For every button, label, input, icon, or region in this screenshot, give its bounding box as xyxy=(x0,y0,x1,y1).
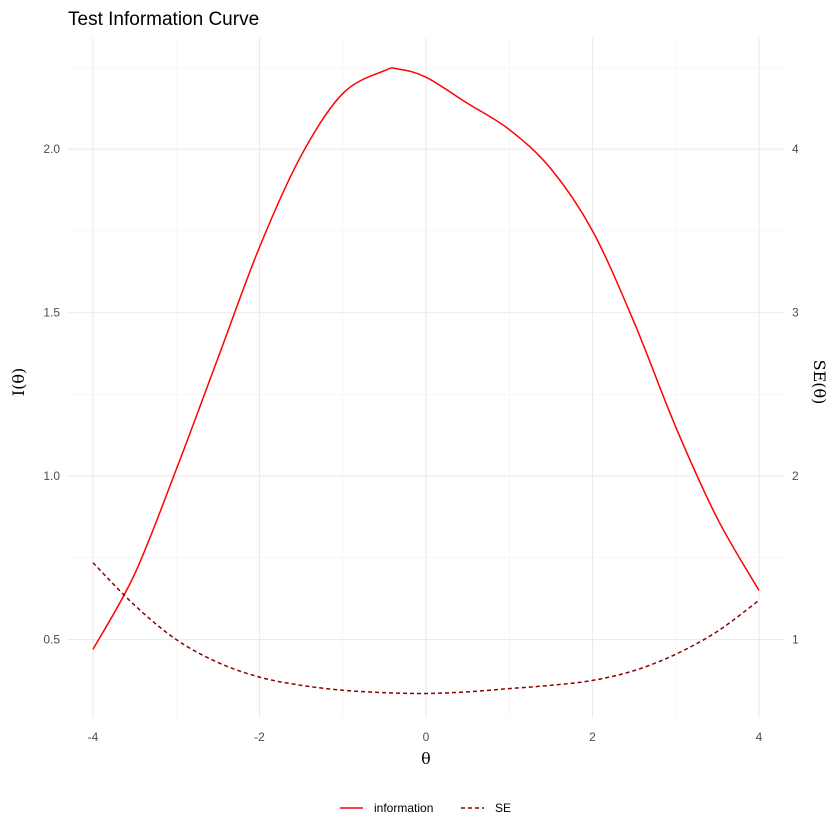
x-tick-label: 4 xyxy=(756,730,763,744)
y-right-tick-label: 1 xyxy=(792,633,799,647)
x-tick-label: 2 xyxy=(589,730,596,744)
y-left-tick-label: 1.5 xyxy=(43,306,60,320)
series-line-se xyxy=(92,562,760,695)
y-right-tick-label: 4 xyxy=(792,142,799,156)
x-tick-labels: -4 -2 0 2 4 xyxy=(88,730,763,744)
y-right-tick-labels: 1 2 3 4 xyxy=(792,142,799,646)
legend-label-information: information xyxy=(374,801,433,815)
y-right-tick-label: 2 xyxy=(792,469,799,483)
x-axis-title: θ xyxy=(421,749,431,768)
y-right-axis-title: SE(θ) xyxy=(810,360,829,405)
legend-label-se: SE xyxy=(495,801,511,815)
x-tick-label: -2 xyxy=(254,730,265,744)
chart-title: Test Information Curve xyxy=(68,9,259,30)
y-left-tick-labels: 0.5 1.0 1.5 2.0 xyxy=(43,142,60,646)
y-left-tick-label: 1.0 xyxy=(43,469,60,483)
legend: information SE xyxy=(340,801,511,815)
y-left-tick-label: 2.0 xyxy=(43,142,60,156)
x-tick-label: 0 xyxy=(423,730,430,744)
y-right-tick-label: 3 xyxy=(792,306,799,320)
y-left-axis-title: I(θ) xyxy=(9,368,28,396)
series-lines xyxy=(92,67,760,695)
y-left-tick-label: 0.5 xyxy=(43,633,60,647)
grid xyxy=(68,38,784,718)
x-tick-label: -4 xyxy=(88,730,99,744)
series-line-information xyxy=(92,67,760,650)
